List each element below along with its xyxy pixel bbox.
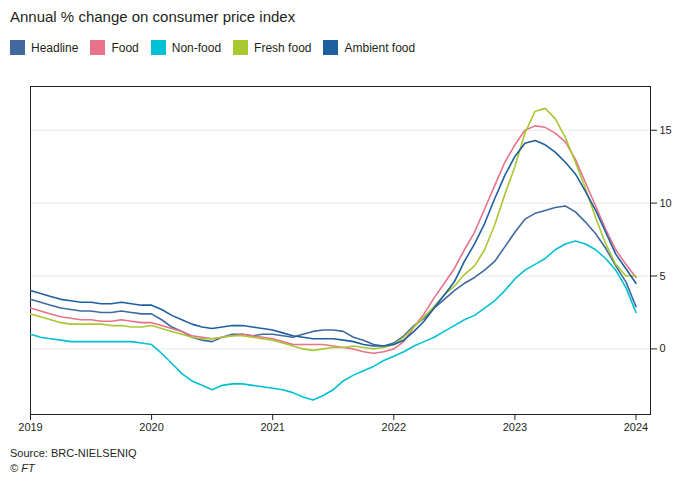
html-text:Ambient food: Ambient food: [344, 40, 416, 55]
html-text:Headline: Headline: [31, 40, 79, 55]
svg-text:15: 15: [660, 124, 672, 136]
svg-text:2021: 2021: [260, 421, 284, 433]
svg-text:2020: 2020: [139, 421, 163, 433]
svg-text:2023: 2023: [503, 421, 527, 433]
svg-text:2022: 2022: [382, 421, 406, 433]
html-text:Source: BRC-NIELSENIQ: Source: BRC-NIELSENIQ: [10, 447, 137, 459]
html-text:Non-food: Non-food: [171, 40, 222, 55]
svg-text:5: 5: [660, 270, 666, 282]
svg-text:2024: 2024: [624, 421, 648, 433]
html-text:Food: Food: [111, 40, 139, 55]
html-text:Fresh food: Fresh food: [254, 40, 312, 55]
html-text:© FT: © FT: [10, 462, 35, 474]
svg-text:2019: 2019: [18, 421, 42, 433]
svg-text:0: 0: [660, 342, 666, 354]
html-text:Annual % change on consumer pr: Annual % change on consumer price index: [10, 8, 296, 25]
svg-text:10: 10: [660, 197, 672, 209]
